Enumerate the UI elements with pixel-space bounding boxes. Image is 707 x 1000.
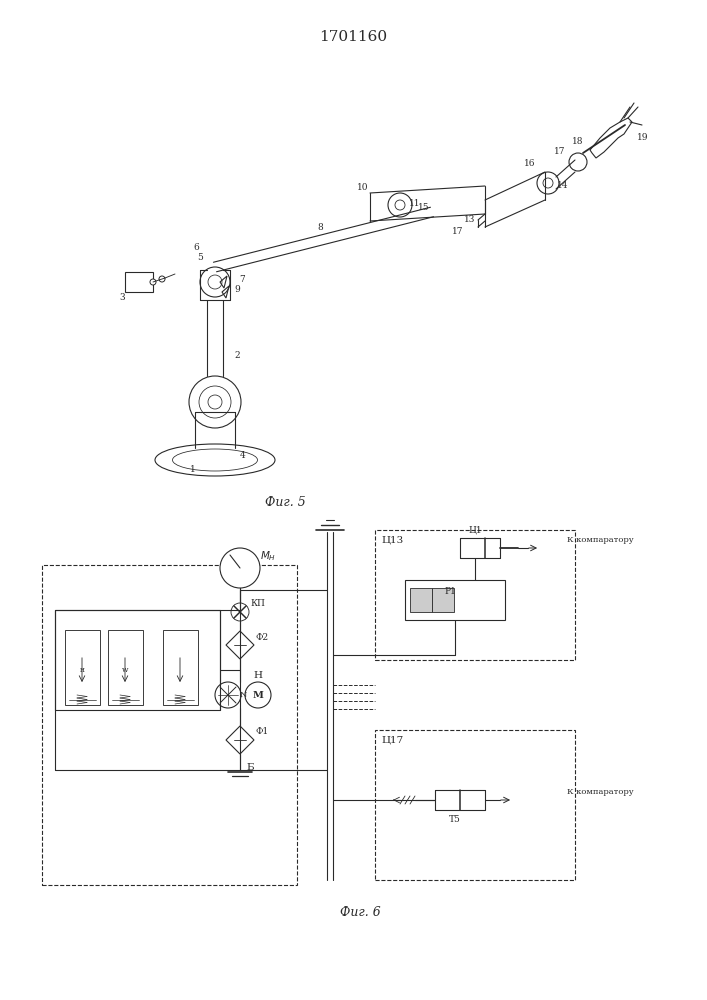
Bar	[65, 630, 100, 705]
Text: w: w	[122, 666, 128, 674]
Text: Ц13: Ц13	[382, 536, 404, 544]
Bar	[163, 630, 198, 705]
Text: 10: 10	[357, 184, 369, 192]
Text: 16: 16	[525, 158, 536, 167]
Text: Р1: Р1	[444, 587, 456, 596]
Circle shape	[150, 279, 156, 285]
Circle shape	[215, 682, 241, 708]
Text: 1: 1	[190, 464, 196, 474]
Text: 17: 17	[554, 147, 566, 156]
Bar	[125, 272, 153, 292]
Text: 1701160: 1701160	[319, 30, 387, 44]
Text: $M_H$: $M_H$	[260, 549, 276, 563]
Bar	[55, 610, 220, 710]
Bar	[375, 530, 575, 660]
Text: 13: 13	[464, 216, 476, 225]
Text: 15: 15	[418, 202, 430, 212]
Circle shape	[200, 267, 230, 297]
Circle shape	[245, 682, 271, 708]
Text: Ф1: Ф1	[255, 728, 269, 736]
Text: 7: 7	[239, 275, 245, 284]
Circle shape	[159, 276, 165, 282]
Text: 4: 4	[240, 450, 246, 460]
Bar	[108, 630, 143, 705]
Text: 8: 8	[317, 223, 323, 232]
Text: M: M	[252, 690, 264, 700]
Bar	[405, 580, 505, 620]
Text: 19: 19	[637, 133, 649, 142]
Text: КП: КП	[250, 599, 265, 608]
Circle shape	[231, 603, 249, 621]
Polygon shape	[226, 726, 254, 754]
Text: 14: 14	[557, 182, 568, 190]
Circle shape	[388, 193, 412, 217]
Circle shape	[220, 548, 260, 588]
Text: Ц17: Ц17	[382, 736, 404, 744]
Text: Т5: Т5	[449, 816, 461, 824]
Text: Фиг. 6: Фиг. 6	[339, 906, 380, 918]
Bar	[432, 588, 454, 612]
Circle shape	[569, 153, 587, 171]
Text: N: N	[239, 691, 247, 699]
Text: Ц1: Ц1	[468, 526, 481, 534]
Text: н: н	[79, 666, 85, 674]
Bar	[410, 588, 432, 612]
Text: Фиг. 5: Фиг. 5	[264, 495, 305, 508]
Text: 17: 17	[452, 228, 464, 236]
Text: К компаратору: К компаратору	[567, 536, 633, 544]
Bar	[42, 565, 297, 885]
Text: 11: 11	[409, 198, 421, 208]
Text: 6: 6	[193, 242, 199, 251]
Circle shape	[537, 172, 559, 194]
Text: 9: 9	[234, 286, 240, 294]
Text: 5: 5	[197, 253, 203, 262]
Text: Н: Н	[254, 670, 262, 680]
Text: 3: 3	[119, 294, 125, 302]
Polygon shape	[226, 631, 254, 659]
Text: 2: 2	[234, 351, 240, 360]
Text: 18: 18	[572, 137, 584, 146]
Text: Б: Б	[246, 764, 254, 772]
Text: Ф2: Ф2	[255, 633, 269, 642]
Text: К компаратору: К компаратору	[567, 788, 633, 796]
Bar	[375, 730, 575, 880]
